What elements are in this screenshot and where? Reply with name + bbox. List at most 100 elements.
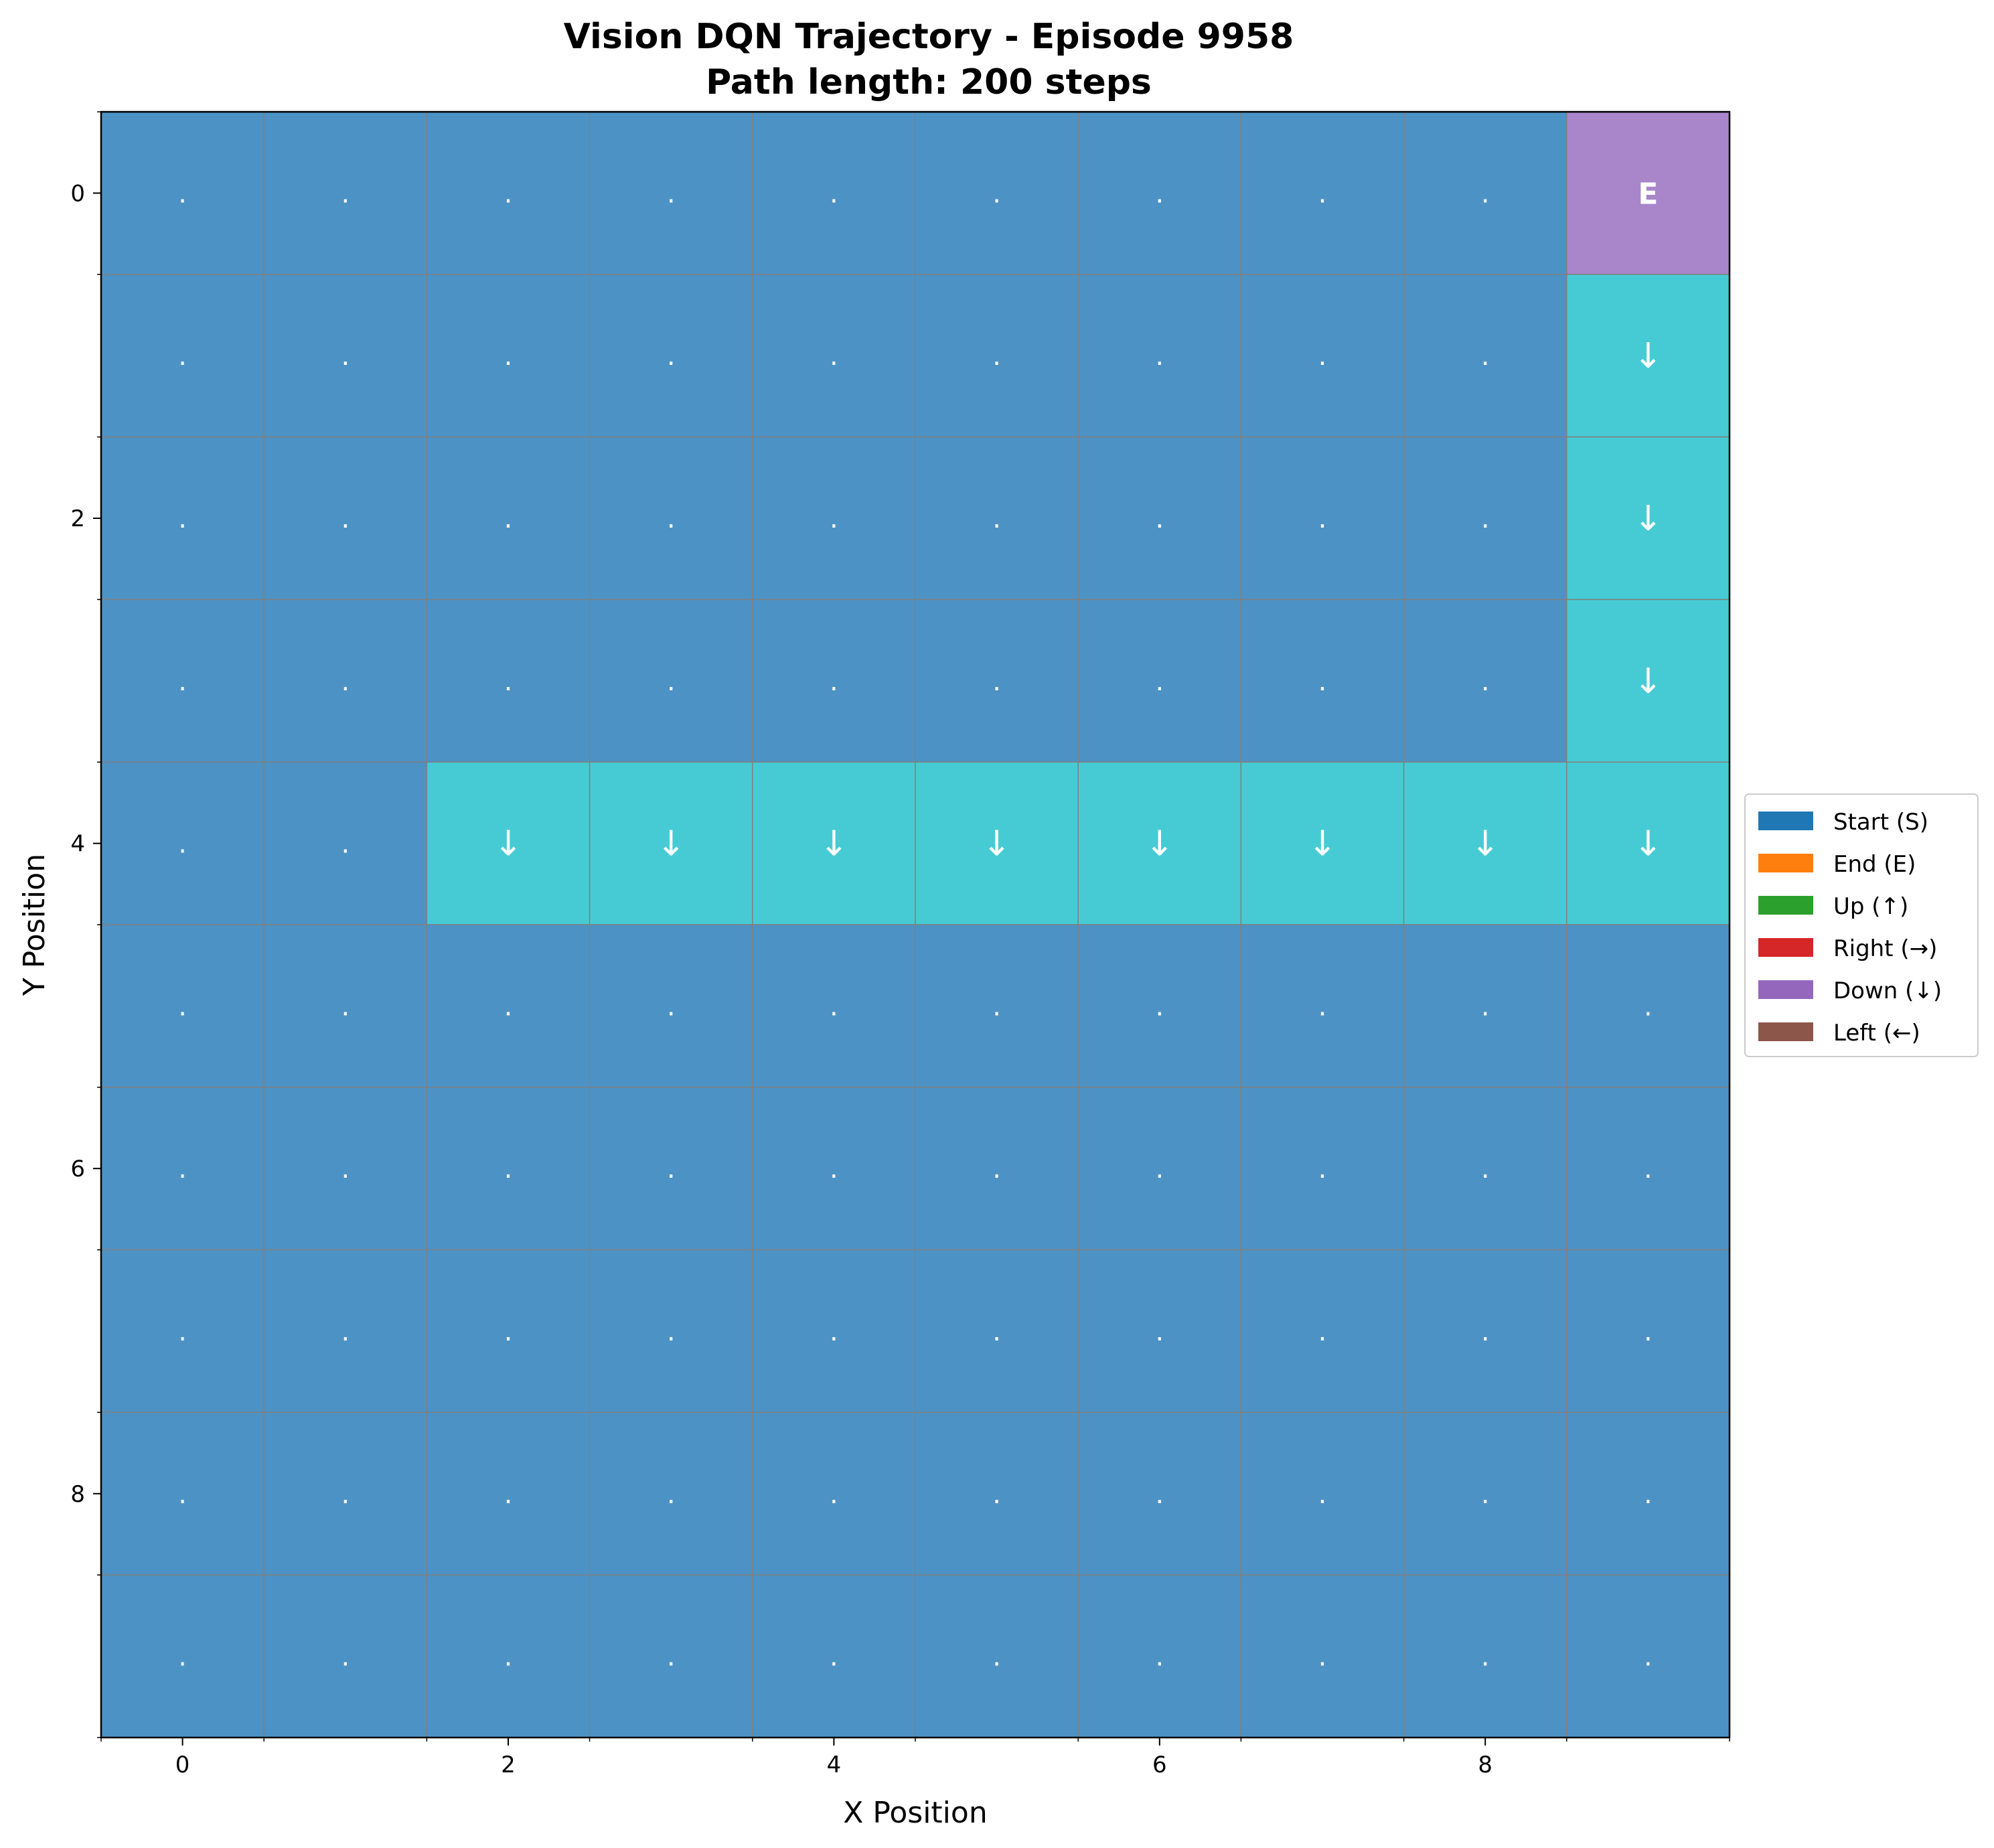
empty-cell-marker: . — [830, 178, 838, 209]
grid-cell — [100, 111, 264, 275]
grid-cell — [1403, 1411, 1567, 1575]
grid-cell — [1240, 1087, 1405, 1251]
empty-cell-marker: . — [1318, 1316, 1327, 1347]
empty-cell-marker: . — [992, 1316, 1001, 1347]
grid-cell — [752, 1574, 916, 1738]
grid-cell — [752, 1411, 916, 1575]
grid-cell — [589, 274, 753, 438]
empty-cell-marker: . — [1481, 666, 1490, 697]
grid-cell — [1403, 436, 1567, 601]
empty-cell-marker: . — [992, 178, 1001, 209]
empty-cell-marker: . — [504, 991, 513, 1022]
cell-marks: ......... E......... ↓......... ↓......... ↓… — [178, 177, 1663, 1672]
empty-cell-marker: . — [992, 1642, 1001, 1673]
empty-cell-marker: . — [830, 991, 838, 1022]
y-tick-label: 2 — [70, 506, 85, 532]
grid-cell — [1566, 111, 1730, 275]
empty-cell-marker: . — [1481, 1316, 1490, 1347]
empty-cell-marker: . — [178, 1154, 187, 1184]
grid-cell — [1240, 274, 1405, 438]
grid-cell — [589, 1574, 753, 1738]
grid-cell — [915, 274, 1079, 438]
grid-cell — [263, 274, 428, 438]
empty-cell-marker: . — [178, 178, 187, 209]
empty-cell-marker: . — [178, 1642, 187, 1673]
grid-cell — [1240, 1574, 1405, 1738]
grid-cell — [100, 599, 264, 763]
grid-cell — [752, 599, 916, 763]
grid-cell — [1240, 1411, 1405, 1575]
legend-label: Up (↑) — [1833, 893, 1908, 920]
x-tick-label: 6 — [1152, 1752, 1167, 1778]
empty-cell-marker: . — [504, 1642, 513, 1673]
empty-cell-marker: . — [1155, 666, 1164, 697]
empty-cell-marker: . — [504, 1479, 513, 1510]
x-axis-label: X Position — [843, 1796, 987, 1830]
empty-cell-marker: . — [1318, 1642, 1327, 1673]
empty-cell-marker: . — [504, 178, 513, 209]
empty-cell-marker: . — [341, 178, 350, 209]
empty-cell-marker: . — [504, 666, 513, 697]
grid-cell — [1403, 1087, 1567, 1251]
grid-cell — [1403, 1574, 1567, 1738]
grid-cell — [1403, 761, 1567, 925]
empty-cell-marker: . — [667, 1154, 676, 1184]
empty-cell-marker: . — [992, 1479, 1001, 1510]
empty-cell-marker: . — [504, 1316, 513, 1347]
empty-cell-marker: . — [992, 1154, 1001, 1184]
grid-cell — [263, 1087, 428, 1251]
legend-swatch — [1758, 1022, 1813, 1041]
empty-cell-marker: . — [992, 991, 1001, 1022]
empty-cell-marker: . — [341, 1642, 350, 1673]
empty-cell-marker: . — [1644, 1316, 1653, 1347]
empty-cell-marker: . — [341, 1154, 350, 1184]
empty-cell-marker: . — [1155, 991, 1164, 1022]
empty-cell-marker: . — [1481, 1154, 1490, 1184]
grid-cell — [1077, 924, 1242, 1088]
empty-cell-marker: . — [1155, 341, 1164, 372]
empty-cell-marker: . — [1318, 991, 1327, 1022]
empty-cell-marker: . — [667, 666, 676, 697]
grid-cell — [589, 761, 753, 925]
grid-cell — [263, 436, 428, 601]
grid-cell — [1566, 761, 1730, 925]
empty-cell-marker: . — [1644, 1154, 1653, 1184]
path-arrow-marker: ↓ — [1634, 336, 1663, 376]
empty-cell-marker: . — [178, 341, 187, 372]
grid-cell — [1077, 274, 1242, 438]
grid-cell — [1077, 436, 1242, 601]
grid-cell — [1077, 1574, 1242, 1738]
grid-cell — [100, 436, 264, 601]
legend-swatch — [1758, 938, 1813, 957]
empty-cell-marker: . — [341, 991, 350, 1022]
empty-cell-marker: . — [830, 1642, 838, 1673]
y-tick-label: 8 — [70, 1481, 85, 1508]
empty-cell-marker: . — [1155, 504, 1164, 534]
empty-cell-marker: . — [1318, 178, 1327, 209]
empty-cell-marker: . — [667, 341, 676, 372]
grid-cell — [263, 1574, 428, 1738]
empty-cell-marker: . — [667, 178, 676, 209]
empty-cell-marker: . — [667, 1479, 676, 1510]
grid-cell — [1403, 274, 1567, 438]
empty-cell-marker: . — [1481, 1479, 1490, 1510]
legend-label: End (E) — [1833, 851, 1916, 878]
grid-cell — [426, 1411, 591, 1575]
grid-cell — [915, 599, 1079, 763]
empty-cell-marker: . — [1155, 1642, 1164, 1673]
end-marker: E — [1638, 177, 1658, 211]
path-arrow-marker: ↓ — [982, 824, 1012, 864]
empty-cell-marker: . — [992, 341, 1001, 372]
empty-cell-marker: . — [1481, 504, 1490, 534]
empty-cell-marker: . — [1481, 341, 1490, 372]
x-tick-label: 2 — [501, 1752, 516, 1778]
legend-label: Left (←) — [1833, 1020, 1920, 1047]
legend-swatch — [1758, 812, 1813, 830]
path-arrow-marker: ↓ — [1308, 824, 1337, 864]
empty-cell-marker: . — [504, 1154, 513, 1184]
empty-cell-marker: . — [992, 666, 1001, 697]
legend-swatch — [1758, 896, 1813, 915]
empty-cell-marker: . — [504, 341, 513, 372]
grid-cell — [589, 1087, 753, 1251]
